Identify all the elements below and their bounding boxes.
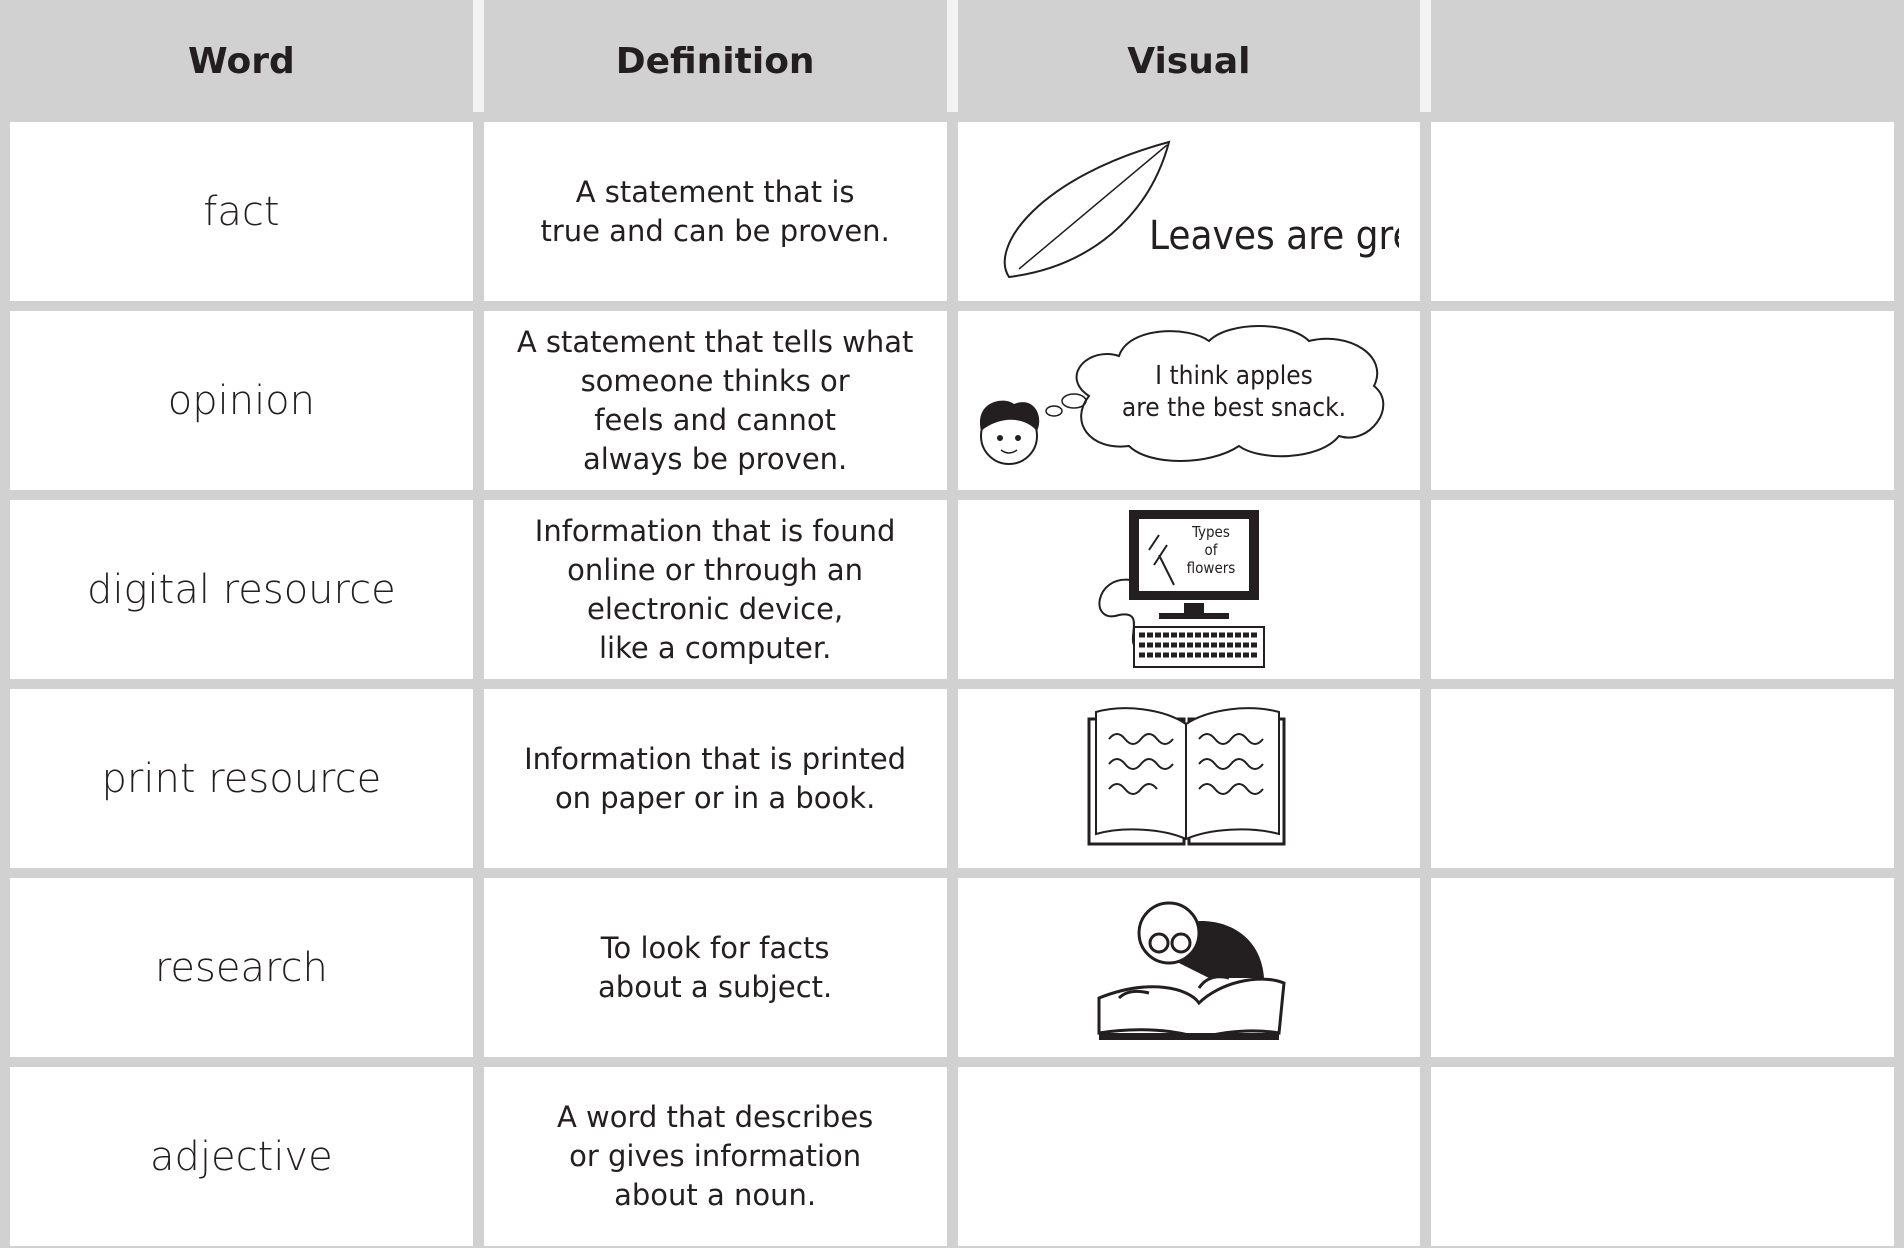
definition-line: feels and cannot bbox=[594, 402, 836, 437]
leaf-drawing: Leaves are green. bbox=[1003, 140, 1399, 278]
blank-cell bbox=[1431, 500, 1894, 679]
word-cell: digital resource bbox=[10, 500, 473, 679]
header-cell: Visual bbox=[957, 0, 1431, 112]
computer-drawing: Types of flowers bbox=[1098, 509, 1265, 668]
blank-cell bbox=[1431, 122, 1894, 301]
visual-cell bbox=[957, 1067, 1421, 1246]
visual-cell: I think apples are the best snack. bbox=[957, 311, 1421, 490]
definition-line: always be proven. bbox=[582, 441, 848, 476]
definition-line: on paper or in a book. bbox=[554, 780, 876, 815]
definition-line: A word that describes bbox=[556, 1100, 874, 1134]
definition-line: electronic device, bbox=[587, 591, 844, 626]
definition-line: Information that is printed bbox=[524, 741, 907, 776]
definition-line: someone thinks or bbox=[580, 363, 850, 398]
word-cell: opinion bbox=[10, 311, 473, 490]
visual-cell: Types of flowers bbox=[957, 500, 1421, 679]
visual-text: Types bbox=[1191, 523, 1230, 541]
definition-line: about a subject. bbox=[598, 969, 833, 1004]
word-cell: adjective bbox=[10, 1067, 473, 1246]
definition-cell: A statement that is true and can be prove… bbox=[483, 122, 947, 301]
definition-cell: Information that is found online or throu… bbox=[483, 500, 947, 679]
header-cell: Definition bbox=[483, 0, 958, 112]
definition-line: A statement that tells what bbox=[516, 324, 914, 359]
definition-line: Information that is found bbox=[534, 513, 896, 548]
header-cell: Word bbox=[10, 0, 484, 112]
definition-line: like a computer. bbox=[598, 630, 832, 665]
definition-cell: To look for facts about a subject. bbox=[483, 878, 947, 1057]
blank-cell bbox=[1431, 689, 1894, 868]
thought-drawing: I think apples are the best snack. bbox=[979, 324, 1385, 465]
definition-line: To look for facts bbox=[600, 930, 830, 965]
visual-cell: Leaves are green. bbox=[957, 122, 1421, 301]
definition-line: about a noun. bbox=[614, 1178, 817, 1212]
visual-text: flowers bbox=[1187, 559, 1236, 577]
blank-cell bbox=[1431, 878, 1894, 1057]
definition-cell: A word that describes or gives informatio… bbox=[483, 1067, 947, 1246]
visual-text: of bbox=[1204, 541, 1218, 559]
definition-line: or gives information bbox=[569, 1139, 862, 1173]
blank-cell bbox=[1431, 311, 1894, 490]
definition-cell: Information that is printed on paper or i… bbox=[483, 689, 947, 868]
visual-text: I think apples bbox=[1155, 361, 1313, 391]
visual-cell bbox=[957, 689, 1421, 868]
header-cell bbox=[1431, 10, 1894, 112]
reader-drawing bbox=[1097, 901, 1286, 1040]
definition-line: online or through an bbox=[567, 552, 864, 587]
blank-cell bbox=[1431, 1067, 1894, 1246]
book-drawing bbox=[1087, 706, 1286, 845]
word-cell: fact bbox=[10, 122, 473, 301]
definition-line: A statement that is bbox=[575, 174, 855, 209]
definition-cell: A statement that tells what someone think… bbox=[483, 311, 947, 490]
visual-text: Leaves are green. bbox=[1149, 213, 1399, 259]
definition-line: true and can be proven. bbox=[540, 213, 890, 248]
word-cell: print resource bbox=[10, 689, 473, 868]
word-cell: research bbox=[10, 878, 473, 1057]
visual-text: are the best snack. bbox=[1122, 393, 1346, 423]
visual-cell bbox=[957, 878, 1421, 1057]
